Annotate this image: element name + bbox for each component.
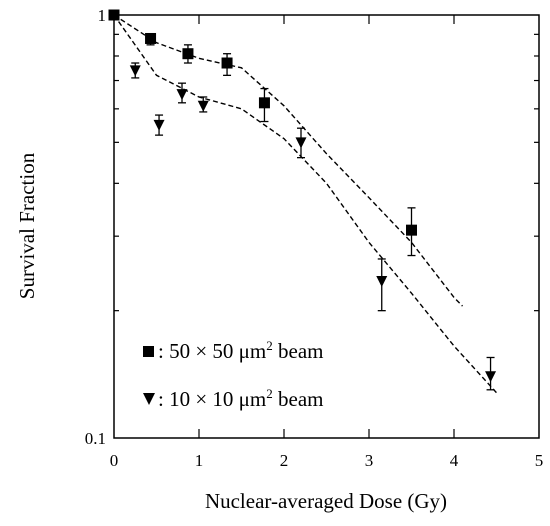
data-point-square <box>221 57 233 69</box>
data-point-triangle <box>376 276 388 288</box>
data-point-square <box>108 9 120 21</box>
x-tick-label: 0 <box>110 451 119 470</box>
x-tick-label: 1 <box>195 451 204 470</box>
error-bars <box>131 33 495 391</box>
legend-marker-square <box>143 346 154 357</box>
legend-marker-triangle <box>143 393 155 405</box>
data-point-square <box>406 224 417 236</box>
data-point-triangle <box>176 89 188 101</box>
y-tick-label: 1 <box>98 6 107 25</box>
data-point-triangle <box>153 119 165 131</box>
x-axis-ticks: 0 1 2 3 4 5 <box>110 15 544 470</box>
fit-curves <box>113 14 498 394</box>
data-point-triangle <box>295 137 307 149</box>
data-point-square <box>145 32 157 44</box>
x-tick-label: 2 <box>280 451 289 470</box>
legend-label-square: : 50 × 50 μm2 beam <box>158 338 324 363</box>
y-axis-ticks: 10.1 <box>85 6 539 448</box>
x-tick-label: 3 <box>365 451 374 470</box>
data-point-square <box>258 97 270 109</box>
data-point-triangle <box>129 65 141 77</box>
fit-curve-triangle <box>113 14 498 394</box>
y-tick-label: 0.1 <box>85 429 106 448</box>
data-point-triangle <box>485 371 497 383</box>
plot-frame <box>113 14 540 439</box>
data-point-triangle <box>197 100 209 112</box>
y-axis-title: Survival Fraction <box>15 152 39 299</box>
x-axis-title: Nuclear-averaged Dose (Gy) <box>205 489 447 513</box>
data-point-square <box>182 48 194 60</box>
fit-curve-square <box>113 14 464 307</box>
legend-label-triangle: : 10 × 10 μm2 beam <box>158 386 324 411</box>
data-points <box>108 9 497 383</box>
x-tick-label: 4 <box>450 451 459 470</box>
legend: : 50 × 50 μm2 beam : 10 × 10 μm2 beam <box>143 338 324 411</box>
x-tick-label: 5 <box>535 451 544 470</box>
